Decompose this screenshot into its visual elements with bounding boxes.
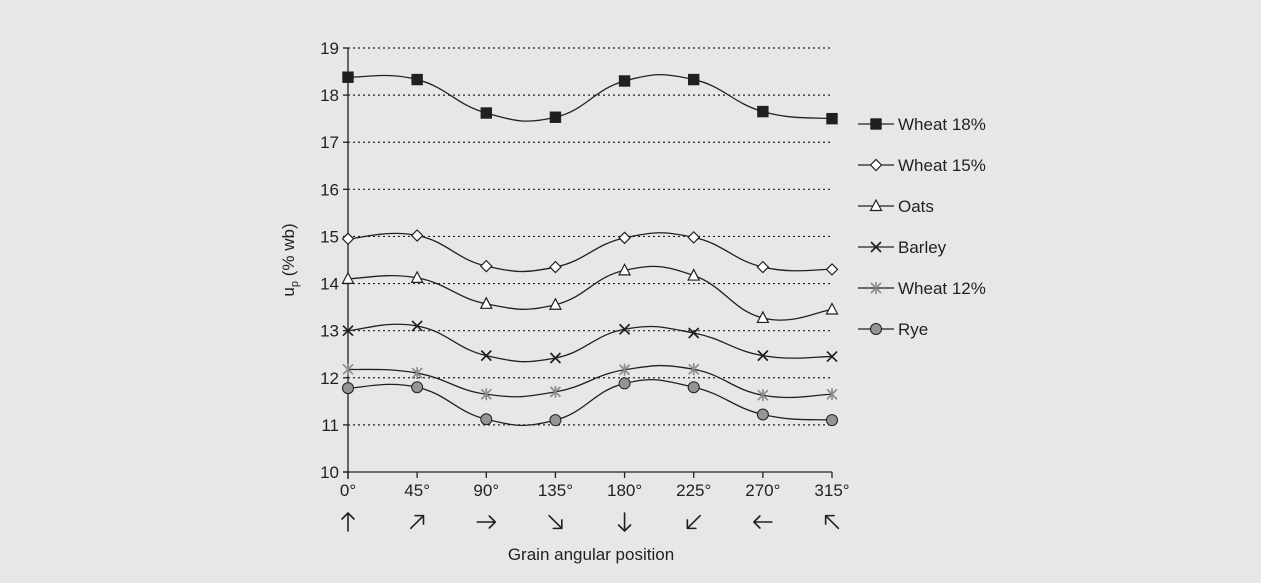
data-point-circle bbox=[827, 415, 838, 426]
data-point-square bbox=[871, 119, 881, 129]
legend-label: Rye bbox=[898, 320, 928, 339]
data-point-square bbox=[481, 108, 491, 118]
x-tick-label: 270° bbox=[745, 481, 780, 500]
x-tick-label: 180° bbox=[607, 481, 642, 500]
legend-label: Oats bbox=[898, 197, 934, 216]
y-tick-label: 16 bbox=[320, 180, 339, 199]
x-tick-label: 315° bbox=[814, 481, 849, 500]
x-tick-label: 225° bbox=[676, 481, 711, 500]
y-tick-label: 17 bbox=[320, 133, 339, 152]
data-point-square bbox=[550, 112, 560, 122]
data-point-circle bbox=[688, 382, 699, 393]
x-axis-title: Grain angular position bbox=[508, 545, 674, 564]
y-tick-label: 13 bbox=[320, 322, 339, 341]
x-tick-label: 45° bbox=[404, 481, 430, 500]
data-point-square bbox=[758, 106, 768, 116]
x-tick-label: 90° bbox=[473, 481, 499, 500]
data-point-square bbox=[343, 72, 353, 82]
y-tick-label: 12 bbox=[320, 369, 339, 388]
y-tick-label: 10 bbox=[320, 463, 339, 482]
x-tick-label: 0° bbox=[340, 481, 356, 500]
data-point-square bbox=[827, 113, 837, 123]
data-point-circle bbox=[550, 415, 561, 426]
data-point-circle bbox=[412, 382, 423, 393]
y-tick-label: 18 bbox=[320, 86, 339, 105]
data-point-square bbox=[689, 74, 699, 84]
legend-label: Barley bbox=[898, 238, 947, 257]
y-tick-label: 14 bbox=[320, 275, 339, 294]
data-point-circle bbox=[757, 409, 768, 420]
data-point-circle bbox=[343, 383, 354, 394]
data-point-square bbox=[619, 76, 629, 86]
y-tick-label: 19 bbox=[320, 39, 339, 58]
data-point-circle bbox=[871, 324, 882, 335]
legend-label: Wheat 15% bbox=[898, 156, 986, 175]
data-point-circle bbox=[619, 378, 630, 389]
data-point-circle bbox=[481, 414, 492, 425]
x-tick-label: 135° bbox=[538, 481, 573, 500]
y-tick-label: 15 bbox=[320, 227, 339, 246]
legend-label: Wheat 12% bbox=[898, 279, 986, 298]
legend-label: Wheat 18% bbox=[898, 115, 986, 134]
y-tick-label: 11 bbox=[321, 416, 339, 435]
data-point-square bbox=[412, 74, 422, 84]
